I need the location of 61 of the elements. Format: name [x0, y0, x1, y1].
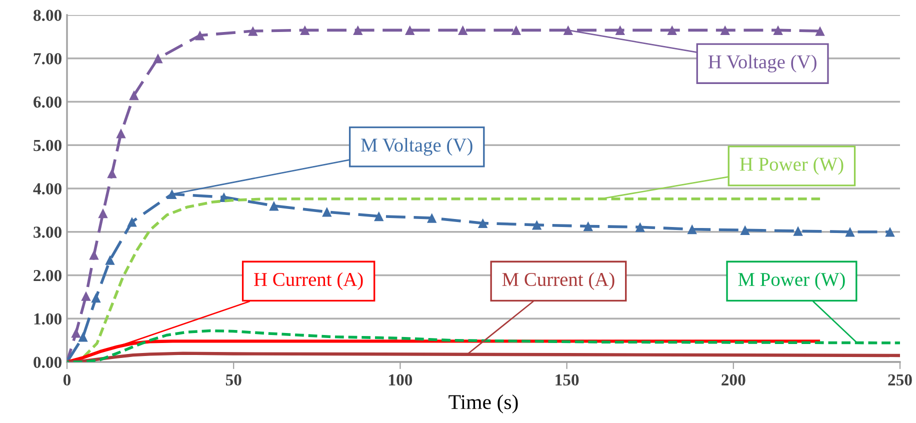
- point: [98, 208, 108, 218]
- y-tick-label: 8.00: [34, 10, 62, 22]
- point: [107, 168, 117, 178]
- point: [426, 213, 437, 223]
- point: [793, 226, 803, 236]
- point: [687, 224, 697, 234]
- x-tick-label: 250: [888, 374, 912, 386]
- point: [815, 26, 825, 36]
- point: [563, 25, 573, 36]
- point: [300, 25, 310, 36]
- y-tick-label: 1.00: [34, 313, 62, 325]
- point: [105, 255, 115, 265]
- point: [81, 291, 91, 301]
- annotation: H Current (A): [254, 272, 363, 290]
- point: [71, 328, 81, 338]
- point: [374, 211, 384, 222]
- annotation: H Power (W): [740, 157, 844, 175]
- point: [269, 200, 279, 211]
- point: [116, 128, 126, 138]
- annotation: M Voltage (V): [361, 138, 472, 156]
- x-tick-label: 50: [226, 374, 242, 386]
- point: [89, 250, 99, 260]
- y-tick-label: 2.00: [34, 270, 62, 282]
- annotation: M Current (A): [502, 272, 614, 290]
- point: [667, 25, 677, 36]
- point: [91, 292, 101, 303]
- x-tick-label: 150: [556, 374, 579, 386]
- y-tick-label: 3.00: [34, 226, 62, 238]
- point: [615, 25, 625, 36]
- y-tick-label: 7.00: [34, 53, 62, 64]
- point: [635, 222, 645, 232]
- point: [195, 30, 205, 40]
- point: [720, 25, 730, 36]
- point: [127, 217, 137, 227]
- point: [458, 25, 468, 36]
- point: [153, 54, 163, 64]
- annotation: M Power (W): [738, 272, 845, 290]
- point: [478, 218, 488, 228]
- point: [583, 221, 593, 232]
- y-tick-label: 6.00: [34, 96, 62, 108]
- point: [248, 26, 258, 36]
- point: [78, 332, 88, 342]
- y-tick-label: 5.00: [34, 140, 62, 152]
- point: [511, 25, 522, 36]
- y-tick-label: 0.00: [34, 356, 62, 368]
- y-tick-label: 4.00: [33, 183, 62, 195]
- point: [129, 90, 139, 100]
- x-tick-label: 100: [389, 374, 412, 386]
- point: [532, 220, 542, 230]
- point: [405, 25, 415, 36]
- point: [322, 207, 332, 217]
- point: [740, 225, 750, 235]
- x-axis-title: Time (s): [448, 394, 518, 414]
- annotation: H Voltage (V): [708, 54, 816, 72]
- point: [353, 25, 363, 36]
- point: [845, 227, 855, 237]
- point: [885, 227, 895, 237]
- point: [167, 189, 177, 199]
- x-tick-label: 0: [63, 374, 71, 386]
- x-tick-label: 200: [722, 374, 746, 386]
- point: [773, 25, 783, 36]
